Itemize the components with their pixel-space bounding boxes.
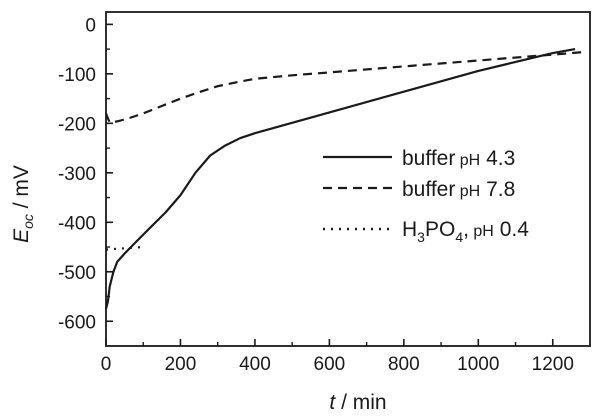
y-tick-label: 0 [85, 15, 96, 36]
y-tick-label: -300 [58, 164, 96, 185]
legend-label-series-1: buffer pH 4.3 [402, 147, 515, 170]
y-tick-label: -500 [58, 263, 96, 284]
x-tick-label: 1200 [532, 354, 574, 375]
legend: buffer pH 4.3 buffer pH 7.8 H3PO4, pH 0.… [323, 147, 529, 245]
y-axis-title: Eoc / mV [10, 165, 36, 243]
legend-entry-series-1: buffer pH 4.3 [323, 147, 515, 170]
series-line-solid [104, 48, 576, 310]
plot-frame [105, 11, 591, 347]
legend-entry-series-3: H3PO4, pH 0.4 [323, 218, 529, 245]
y-tick-label: -200 [58, 114, 96, 135]
y-tick-label: -100 [58, 65, 96, 86]
series-line-dotted [105, 245, 144, 251]
x-tick-label: 1000 [457, 354, 499, 375]
x-tick-label: 800 [388, 354, 420, 375]
y-tick-label: -600 [58, 312, 96, 333]
legend-label-series-2: buffer pH 7.8 [402, 178, 515, 201]
x-tick-label: 600 [314, 354, 346, 375]
plot-area [104, 48, 583, 310]
x-tick-label: 200 [165, 354, 197, 375]
legend-label-series-3: H3PO4, pH 0.4 [402, 218, 529, 245]
x-axis-title: t / min [329, 391, 386, 414]
legend-entry-series-2: buffer pH 7.8 [323, 178, 515, 201]
x-tick-label: 400 [239, 354, 271, 375]
series-line-dashed [104, 51, 583, 124]
x-tick-label: 0 [101, 354, 112, 375]
y-tick-label: -400 [58, 213, 96, 234]
